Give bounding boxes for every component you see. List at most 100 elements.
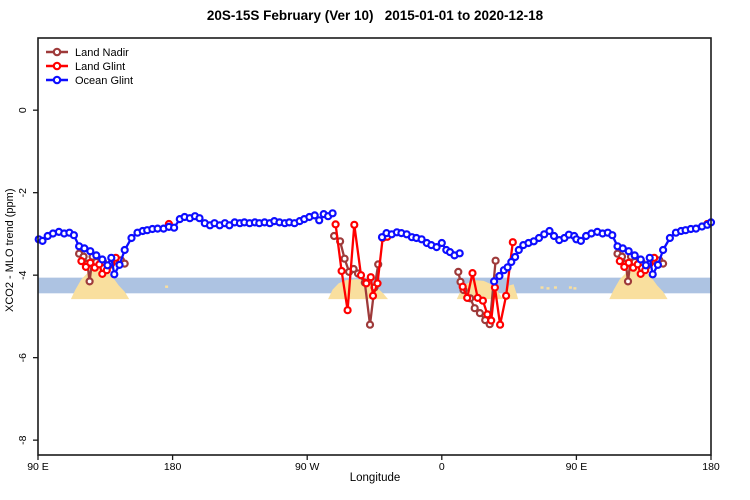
y-tick-label: -2: [17, 188, 29, 197]
data-point-ocean-glint: [328, 209, 337, 218]
data-point-ocean-glint: [636, 255, 645, 264]
data-point-land-glint: [343, 306, 352, 315]
data-point-ocean-glint: [92, 251, 101, 260]
chart-title: 20S-15S February (Ver 10) 2015-01-01 to …: [206, 8, 544, 23]
data-point-land-glint: [468, 269, 477, 278]
data-point-land-glint: [368, 291, 378, 300]
y-axis-label: XCO2 - MLO trend (ppm): [4, 188, 16, 312]
y-tick-label: -4: [17, 270, 29, 279]
data-point-ocean-glint: [653, 260, 663, 269]
data-point-land-nadir: [475, 309, 484, 318]
data-point-land-glint: [356, 271, 366, 280]
data-point-ocean-glint: [624, 247, 633, 256]
data-point-land-glint: [615, 257, 624, 266]
data-point-ocean-glint: [641, 261, 651, 270]
x-tick-label: 180: [702, 461, 720, 473]
data-point-ocean-glint: [310, 211, 319, 220]
data-point-ocean-glint: [417, 235, 426, 244]
topography-mound: [609, 269, 668, 300]
data-point-ocean-glint: [315, 216, 324, 225]
data-point-ocean-glint: [545, 226, 554, 236]
data-point-ocean-glint: [38, 236, 47, 245]
data-point-ocean-glint: [432, 243, 441, 252]
data-point-ocean-glint: [127, 233, 136, 243]
data-point-ocean-glint: [658, 245, 668, 255]
data-point-land-glint: [483, 310, 492, 319]
x-tick-label: 180: [164, 461, 182, 473]
island-marker: [540, 286, 544, 289]
data-point-ocean-glint: [495, 271, 504, 281]
x-tick-label: 90 W: [295, 461, 320, 473]
data-point-land-glint: [86, 258, 95, 267]
topography-mound: [70, 269, 130, 300]
legend-label-ocean-glint: Ocean Glint: [75, 75, 133, 87]
plot-border: [37, 37, 712, 456]
legend-marker-land-glint: [52, 61, 62, 71]
data-point-ocean-glint: [514, 245, 523, 255]
data-point-ocean-glint: [115, 260, 124, 269]
data-point-ocean-glint: [576, 236, 586, 245]
data-point-ocean-glint: [490, 277, 499, 286]
data-point-ocean-glint: [69, 231, 79, 240]
data-point-land-nadir: [491, 256, 500, 265]
y-tick-label: 0: [17, 107, 29, 113]
island-marker: [165, 285, 169, 288]
data-point-ocean-glint: [107, 253, 116, 262]
data-point-land-glint: [624, 258, 633, 267]
data-point-land-glint: [487, 316, 496, 325]
data-point-land-nadir: [85, 277, 94, 286]
x-tick-label: 90 E: [566, 461, 588, 473]
legend-label-land-nadir: Land Nadir: [75, 47, 129, 59]
legend-label-land-glint: Land Glint: [75, 61, 125, 73]
data-point-ocean-glint: [98, 255, 107, 264]
data-point-land-glint: [337, 266, 346, 276]
data-point-land-glint: [496, 320, 505, 329]
data-point-ocean-glint: [645, 253, 654, 262]
data-point-land-nadir: [623, 277, 633, 286]
data-point-ocean-glint: [608, 231, 617, 240]
data-point-ocean-glint: [103, 261, 112, 270]
data-point-land-glint: [350, 220, 359, 229]
data-point-land-nadir: [470, 304, 479, 313]
data-point-ocean-glint: [549, 231, 559, 241]
data-point-land-glint: [77, 257, 86, 266]
data-point-ocean-glint: [665, 233, 675, 243]
island-marker: [573, 287, 577, 290]
data-point-land-glint: [478, 296, 487, 305]
data-point-land-glint: [458, 282, 467, 291]
data-point-land-glint: [463, 293, 472, 302]
legend-marker-ocean-glint: [52, 75, 62, 85]
data-point-land-nadir: [454, 267, 463, 276]
x-tick-label: 90 E: [27, 461, 49, 473]
data-point-land-glint: [331, 220, 340, 229]
island-marker: [546, 287, 550, 290]
data-point-ocean-glint: [455, 249, 464, 258]
data-point-ocean-glint: [170, 223, 179, 232]
y-tick-label: -6: [17, 353, 29, 362]
island-marker: [553, 286, 557, 289]
legend-marker-land-nadir: [52, 47, 62, 57]
data-point-ocean-glint: [630, 251, 639, 260]
data-point-ocean-glint: [120, 245, 129, 255]
x-axis-label: Longitude: [349, 472, 401, 484]
data-point-ocean-glint: [507, 257, 516, 267]
data-point-land-glint: [373, 279, 382, 288]
data-point-ocean-glint: [510, 252, 520, 262]
data-point-ocean-glint: [534, 233, 544, 243]
data-point-ocean-glint: [437, 238, 446, 248]
data-point-ocean-glint: [503, 263, 512, 272]
data-point-land-nadir: [365, 320, 375, 329]
data-point-land-glint: [508, 238, 517, 247]
data-point-land-glint: [362, 279, 371, 288]
data-point-ocean-glint: [195, 214, 204, 223]
data-point-land-glint: [502, 291, 511, 300]
data-point-land-glint: [366, 273, 375, 282]
data-point-ocean-glint: [648, 270, 657, 279]
y-tick-label: -8: [17, 435, 29, 444]
x-tick-label: 0: [439, 461, 445, 473]
data-point-land-nadir: [340, 254, 349, 263]
data-point-ocean-glint: [110, 270, 119, 279]
data-point-ocean-glint: [86, 247, 95, 256]
